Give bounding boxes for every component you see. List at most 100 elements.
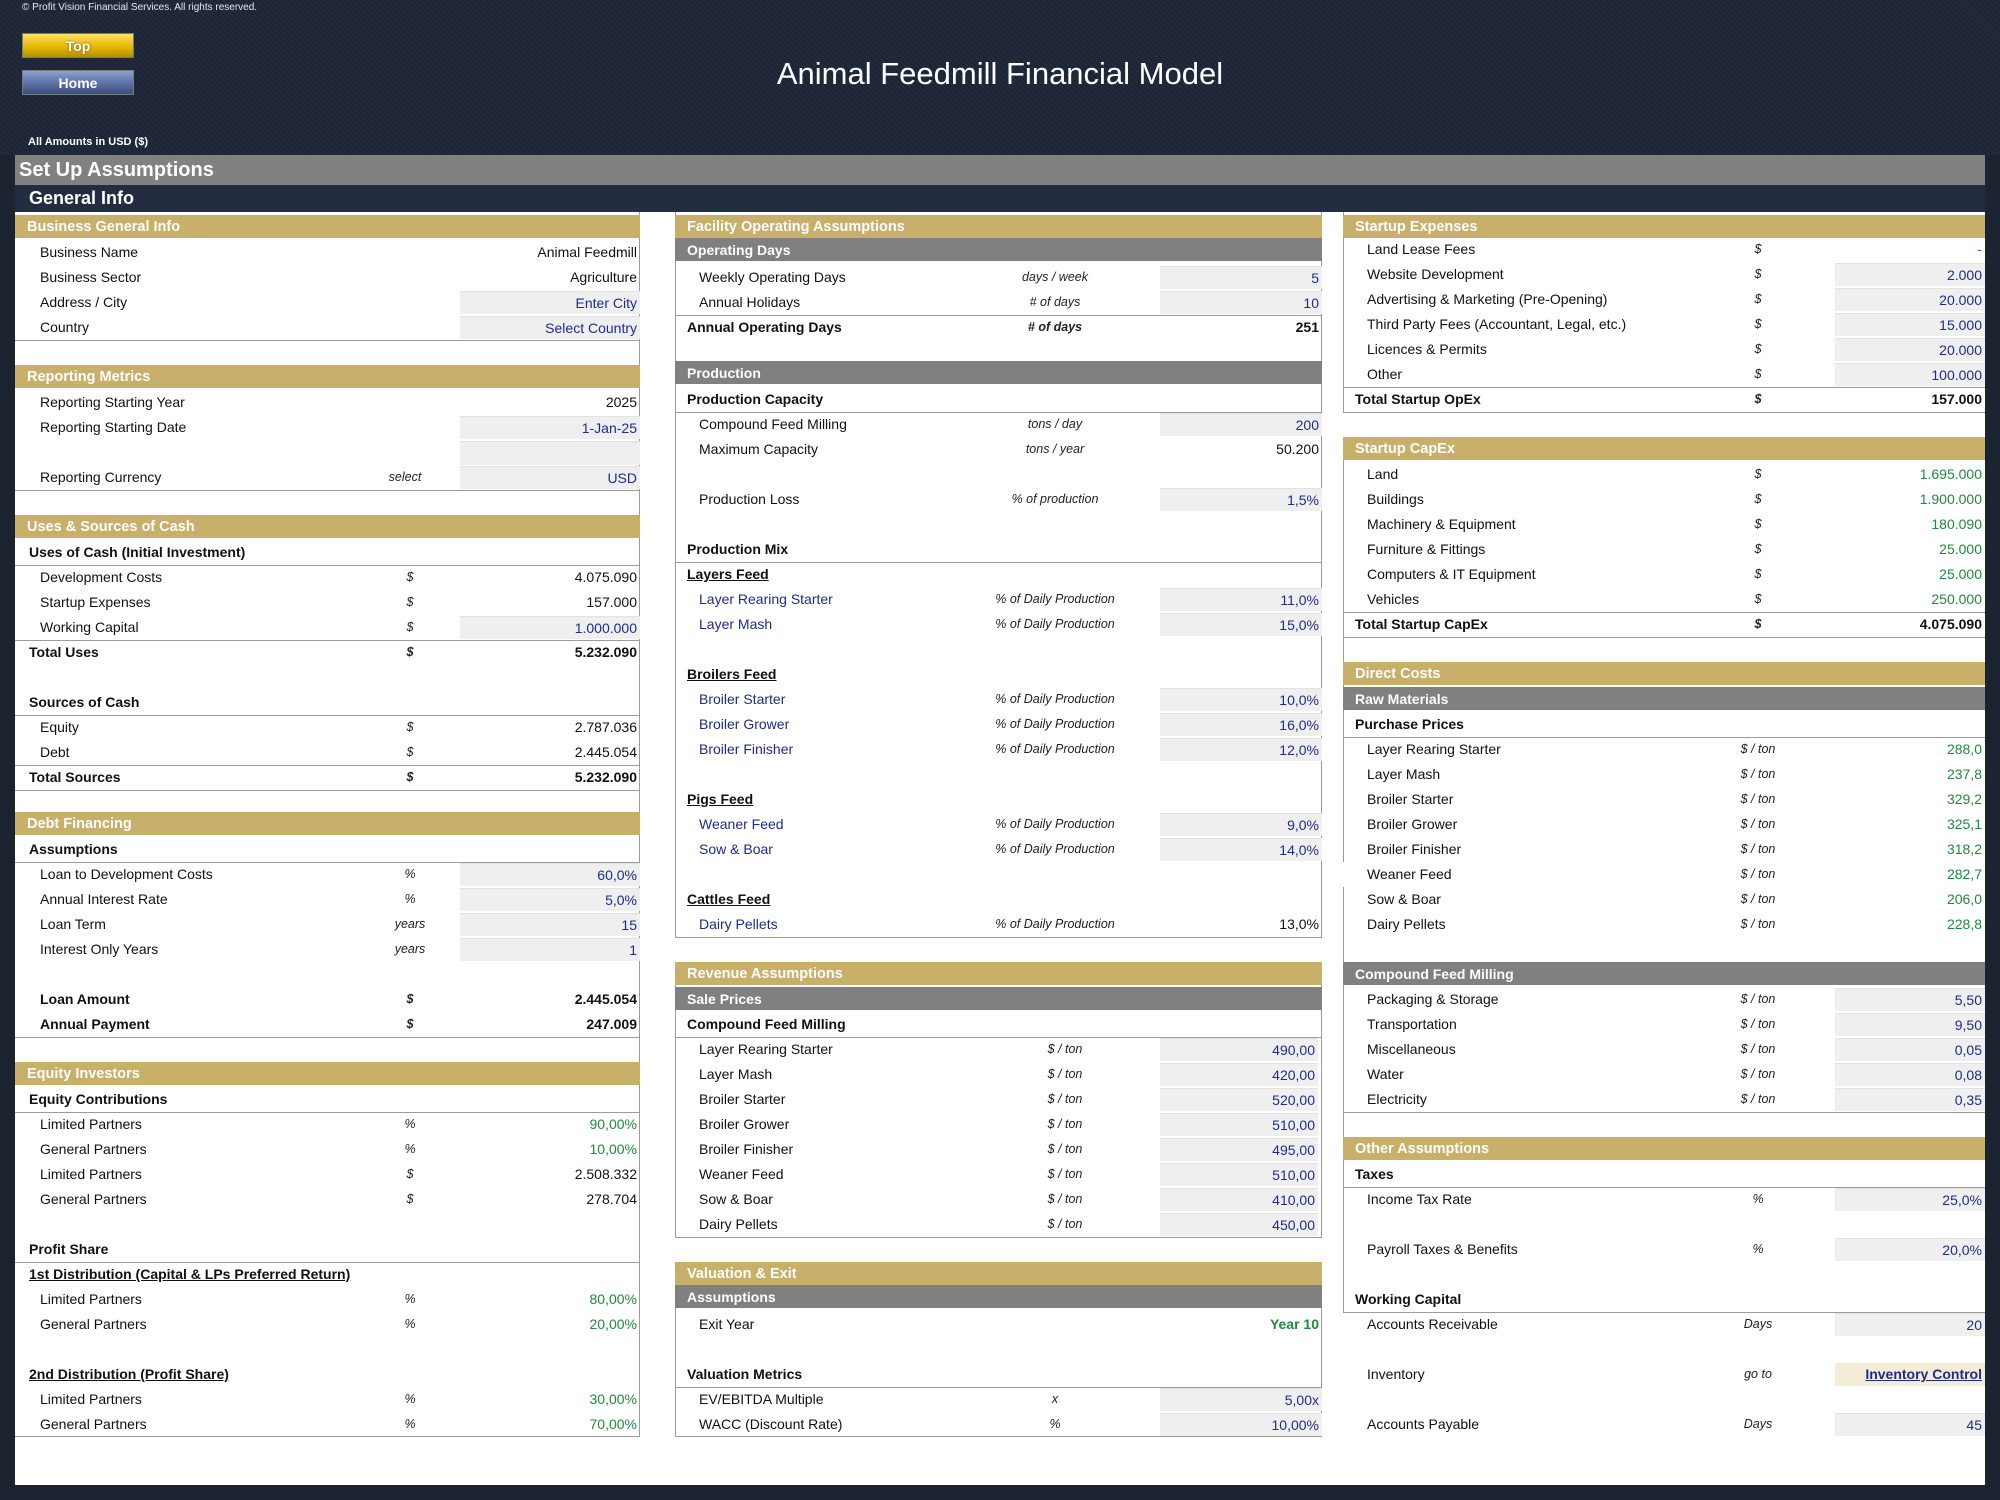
mix-item-label: Weaner Feed bbox=[699, 816, 784, 832]
annual-days-label: Annual Operating Days bbox=[687, 319, 842, 335]
limited-partners-label: Limited Partners bbox=[40, 1391, 142, 1407]
percent-unit: % bbox=[404, 1142, 416, 1156]
cfm-cost-row-value[interactable]: 5,50 bbox=[1835, 988, 1985, 1011]
inventory-label: Inventory bbox=[1367, 1366, 1425, 1382]
sale-price-row-value[interactable]: 510,00 bbox=[1160, 1163, 1318, 1186]
valuation-metrics-heading: Valuation Metrics bbox=[675, 1362, 1322, 1387]
sale-price-row-value[interactable]: 410,00 bbox=[1160, 1188, 1318, 1211]
percent-unit: % bbox=[404, 1292, 416, 1306]
general-partners-label: General Partners bbox=[40, 1416, 147, 1432]
sale-price-row-label: Sow & Boar bbox=[699, 1191, 773, 1207]
payroll-tax-input[interactable]: 20,0% bbox=[1835, 1238, 1985, 1261]
country-select[interactable]: Select Country bbox=[460, 316, 640, 339]
percent-unit: % bbox=[404, 892, 416, 906]
ev-ebitda-row: EV/EBITDA Multiple x 5,00x bbox=[675, 1387, 1322, 1412]
accounts-receivable-input[interactable]: 20 bbox=[1835, 1313, 1985, 1336]
equity-contrib-heading: Equity Contributions bbox=[15, 1087, 640, 1112]
d2-gp-pct: 70,00% bbox=[589, 1416, 637, 1432]
cfm-cost-row-value[interactable]: 0,08 bbox=[1835, 1063, 1985, 1086]
total-startup-opex-value: 157.000 bbox=[1931, 391, 1982, 407]
direct-costs-header: Direct Costs bbox=[1343, 662, 1985, 685]
sale-price-row-label: Layer Mash bbox=[699, 1066, 773, 1082]
income-tax-input[interactable]: 25,0% bbox=[1835, 1188, 1985, 1211]
capex-row-value: 25.000 bbox=[1939, 541, 1982, 557]
startup-expense-row-value[interactable]: 20.000 bbox=[1835, 288, 1985, 311]
startup-expense-row: Third Party Fees (Accountant, Legal, etc… bbox=[1343, 312, 1985, 337]
unit-label: $ / ton bbox=[1740, 742, 1776, 756]
startup-expense-row-value[interactable]: 20.000 bbox=[1835, 338, 1985, 361]
working-capital-label: Working Capital bbox=[40, 619, 139, 635]
mix-layer-rearing-row: Layer Rearing Starter % of Daily Product… bbox=[675, 587, 1322, 612]
purchase-price-row-label: Sow & Boar bbox=[1367, 891, 1441, 907]
capex-row-label: Land bbox=[1367, 466, 1399, 482]
startup-expense-row-value[interactable]: 100.000 bbox=[1835, 363, 1985, 386]
cfm-cost-row-label: Electricity bbox=[1367, 1091, 1427, 1107]
equity-contrib-label: Equity Contributions bbox=[29, 1091, 168, 1107]
sale-price-row-value[interactable]: 510,00 bbox=[1160, 1113, 1318, 1136]
first-distribution-heading: 1st Distribution (Capital & LPs Preferre… bbox=[15, 1262, 640, 1287]
interest-rate-input[interactable]: 5,0% bbox=[460, 888, 640, 911]
mix-broiler-finisher-input[interactable]: 12,0% bbox=[1160, 738, 1322, 761]
general-partners-label: General Partners bbox=[40, 1141, 147, 1157]
tons-year-unit: tons / year bbox=[1025, 442, 1085, 456]
sale-price-row-value[interactable]: 420,00 bbox=[1160, 1063, 1318, 1086]
unit-label: $ / ton bbox=[1740, 842, 1776, 856]
production-loss-input[interactable]: 1,5% bbox=[1160, 488, 1322, 511]
column-middle: Facility Operating Assumptions Operating… bbox=[675, 212, 1322, 1485]
startup-expense-row-label: Third Party Fees (Accountant, Legal, etc… bbox=[1367, 316, 1627, 332]
loan-term-input[interactable]: 15 bbox=[460, 913, 640, 936]
startup-expense-row-value[interactable]: 15.000 bbox=[1835, 313, 1985, 336]
business-sector-value[interactable]: Agriculture bbox=[570, 269, 637, 285]
sale-price-row-value[interactable]: 495,00 bbox=[1160, 1138, 1318, 1161]
address-city-input[interactable]: Enter City bbox=[460, 291, 640, 314]
unit-label: $ / ton bbox=[1047, 1142, 1083, 1156]
wacc-input[interactable]: 10,00% bbox=[1160, 1413, 1322, 1436]
top-button[interactable]: Top bbox=[22, 33, 134, 58]
development-costs-label: Development Costs bbox=[40, 569, 163, 585]
purchase-price-row: Layer Mash $ / ton 237,8 bbox=[1343, 762, 1985, 787]
unit-label: $ / ton bbox=[1047, 1217, 1083, 1231]
mix-layer-rearing-input[interactable]: 11,0% bbox=[1160, 588, 1322, 611]
reporting-currency-select[interactable]: USD bbox=[460, 466, 640, 489]
home-button[interactable]: Home bbox=[22, 70, 134, 95]
annual-payment-label: Annual Payment bbox=[40, 1016, 150, 1032]
working-capital-input[interactable]: 1.000.000 bbox=[460, 616, 640, 639]
mix-sow-boar-input[interactable]: 14,0% bbox=[1160, 838, 1322, 861]
header-background bbox=[0, 0, 2000, 155]
holidays-input[interactable]: 10 bbox=[1160, 291, 1322, 314]
limited-partners-label: Limited Partners bbox=[40, 1291, 142, 1307]
sale-prices-bar: Sale Prices bbox=[675, 987, 1322, 1010]
cfm-cost-row-value[interactable]: 0,35 bbox=[1835, 1088, 1985, 1111]
mix-broiler-starter-input[interactable]: 10,0% bbox=[1160, 688, 1322, 711]
weekly-days-input[interactable]: 5 bbox=[1160, 266, 1322, 289]
mix-weaner-input[interactable]: 9,0% bbox=[1160, 813, 1322, 836]
sale-price-row-value[interactable]: 450,00 bbox=[1160, 1213, 1318, 1236]
loan-amount-label: Loan Amount bbox=[40, 991, 130, 1007]
ev-ebitda-input[interactable]: 5,00x bbox=[1160, 1388, 1322, 1411]
cfm-cost-row-value[interactable]: 9,50 bbox=[1835, 1013, 1985, 1036]
reporting-date-input[interactable]: 1-Jan-25 bbox=[460, 416, 640, 439]
startup-expense-row: Land Lease Fees $ - bbox=[1343, 237, 1985, 262]
sale-price-row-label: Weaner Feed bbox=[699, 1166, 784, 1182]
interest-only-input[interactable]: 1 bbox=[460, 938, 640, 961]
sale-price-row-value[interactable]: 490,00 bbox=[1160, 1038, 1318, 1061]
mix-layer-mash-input[interactable]: 15,0% bbox=[1160, 613, 1322, 636]
mix-broiler-grower-row: Broiler Grower % of Daily Production 16,… bbox=[675, 712, 1322, 737]
cfm-cost-row: Packaging & Storage $ / ton 5,50 bbox=[1343, 987, 1985, 1012]
capex-row-value: 25.000 bbox=[1939, 566, 1982, 582]
accounts-payable-input[interactable]: 45 bbox=[1835, 1413, 1985, 1436]
startup-expense-row-value[interactable]: 2.000 bbox=[1835, 263, 1985, 286]
holidays-row: Annual Holidays # of days 10 bbox=[675, 290, 1322, 315]
business-name-value[interactable]: Animal Feedmill bbox=[537, 244, 637, 260]
sale-price-row-value[interactable]: 520,00 bbox=[1160, 1088, 1318, 1111]
inventory-control-link[interactable]: Inventory Control bbox=[1835, 1363, 1985, 1386]
purchase-price-row-value: 206,0 bbox=[1946, 891, 1982, 907]
startup-expense-row-label: Land Lease Fees bbox=[1367, 241, 1476, 257]
mix-broiler-grower-input[interactable]: 16,0% bbox=[1160, 713, 1322, 736]
cfm-capacity-input[interactable]: 200 bbox=[1160, 413, 1322, 436]
currency-symbol: $ bbox=[406, 992, 414, 1006]
purchase-price-row-value: 318,2 bbox=[1946, 841, 1982, 857]
cfm-cost-row-value[interactable]: 0,05 bbox=[1835, 1038, 1985, 1061]
loan-to-dev-input[interactable]: 60,0% bbox=[460, 863, 640, 886]
accounts-receivable-label: Accounts Receivable bbox=[1367, 1316, 1498, 1332]
